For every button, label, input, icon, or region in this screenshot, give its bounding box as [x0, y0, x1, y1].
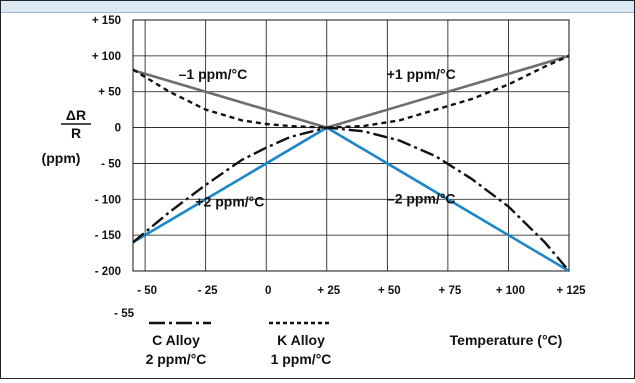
y-tick-label-100: - 100	[95, 194, 121, 206]
x-tick-label-25: + 25	[317, 285, 340, 297]
annotation-1-ppm-c: +1 ppm/°C	[387, 66, 456, 82]
x-tick-label-50: - 50	[137, 285, 157, 297]
y-tick-label-150: + 150	[92, 15, 121, 27]
x-tick-label-0: 0	[265, 285, 271, 297]
series-layer	[132, 54, 570, 273]
y-tick-labels: + 150 + 100 + 50 0 - 50 - 100 - 150 - 200	[92, 15, 121, 278]
plot-area	[132, 19, 570, 272]
annotation-2-ppm-c: +2 ppm/°C	[195, 193, 264, 209]
legend-c-alloy-tcr: 2 ppm/°C	[146, 351, 207, 367]
y-axis-label-r: R	[71, 125, 81, 141]
annotations: –1 ppm/°C +1 ppm/°C +2 ppm/°C –2 ppm/°C	[179, 66, 456, 210]
x-axis-title: Temperature (°C)	[450, 332, 563, 348]
y-tick-label-150: - 150	[95, 230, 121, 242]
series-1-ppm-c	[132, 68, 328, 129]
series-2-ppm-c	[132, 126, 328, 244]
y-tick-label-200: - 200	[95, 266, 121, 278]
x-tick-label-minus-55: - 55	[114, 308, 134, 320]
y-axis-label-delta-r: ΔR	[66, 107, 86, 123]
x-tick-label-100: + 100	[496, 285, 525, 297]
annotation-1-ppm-c: –1 ppm/°C	[179, 66, 248, 82]
series-2-ppm-c	[326, 126, 570, 273]
y-tick-label-100: + 100	[92, 51, 121, 63]
y-tick-label-50: + 50	[98, 87, 121, 99]
legend-k-alloy-label: K Alloy	[277, 332, 325, 348]
legend-c-alloy-label: C Alloy	[152, 332, 200, 348]
annotation-2-ppm-c: –2 ppm/°C	[387, 191, 456, 207]
header-band	[1, 1, 634, 13]
x-tick-label-50: + 50	[378, 285, 401, 297]
legend-k-alloy-tcr: 1 ppm/°C	[271, 351, 332, 367]
x-tick-label-25: - 25	[198, 285, 218, 297]
y-tick-label-50: - 50	[101, 158, 121, 170]
y-tick-label-0: 0	[115, 123, 121, 135]
y-axis-label-unit: (ppm)	[42, 150, 81, 166]
x-tick-labels: - 50 - 25 0 + 25 + 50 + 75 + 100 + 125	[137, 285, 586, 297]
series-c-alloy	[132, 126, 570, 272]
x-tick-label-75: + 75	[439, 285, 462, 297]
x-tick-label-125: + 125	[556, 285, 586, 297]
series-1-ppm-c	[326, 54, 570, 129]
series-k-alloy	[132, 54, 570, 129]
